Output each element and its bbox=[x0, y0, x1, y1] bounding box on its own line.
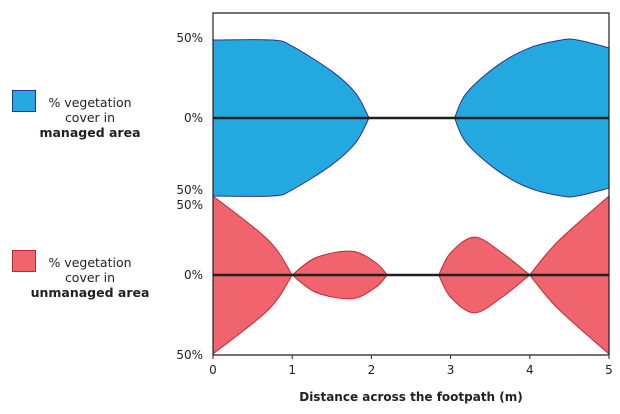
legend-label-unmanaged: % vegetation cover in unmanaged area bbox=[30, 255, 150, 300]
x-tick-label: 1 bbox=[288, 363, 296, 377]
y-tick-label: 50% bbox=[176, 348, 203, 362]
legend-swatch-managed bbox=[12, 90, 36, 112]
y-tick-label: 50% bbox=[176, 31, 203, 45]
x-tick-label: 5 bbox=[605, 363, 613, 377]
legend-text: % vegetation cover in bbox=[48, 255, 132, 285]
y-tick-label: 0% bbox=[184, 111, 203, 125]
x-tick-label: 0 bbox=[209, 363, 217, 377]
y-tick-label: 50% bbox=[176, 198, 203, 212]
x-axis-label: Distance across the footpath (m) bbox=[299, 390, 523, 404]
legend-label-managed: % vegetation cover in managed area bbox=[30, 95, 150, 140]
plot-frame bbox=[212, 12, 610, 356]
x-tick-label: 4 bbox=[526, 363, 534, 377]
y-tick-label: 0% bbox=[184, 268, 203, 282]
x-tick-label: 3 bbox=[447, 363, 455, 377]
legend-swatch-unmanaged bbox=[12, 250, 36, 272]
y-tick-label: 50% bbox=[176, 183, 203, 197]
legend-text: % vegetation cover in bbox=[48, 95, 132, 125]
x-tick-label: 2 bbox=[368, 363, 376, 377]
legend-text-bold: managed area bbox=[39, 125, 141, 140]
legend-text-bold: unmanaged area bbox=[30, 285, 150, 300]
